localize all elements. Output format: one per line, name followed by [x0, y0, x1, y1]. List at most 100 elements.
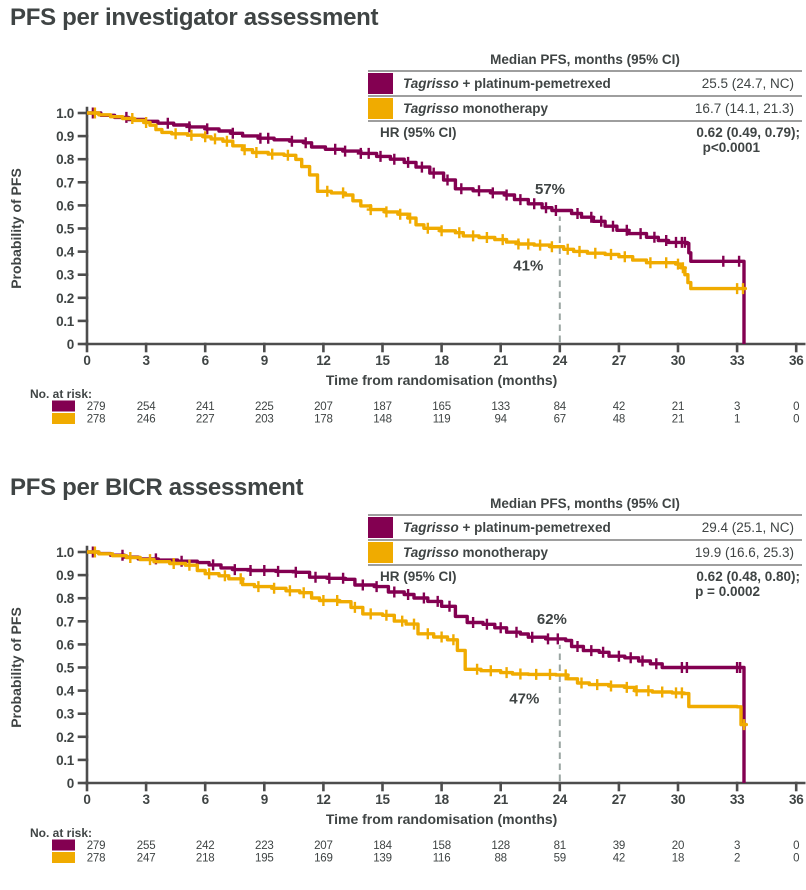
risk-count: 116	[433, 853, 451, 865]
svg-text:30: 30	[671, 353, 685, 368]
svg-text:36: 36	[789, 353, 804, 368]
risk-count: 279	[87, 401, 106, 413]
risk-count: 278	[87, 853, 106, 865]
risk-count: 247	[137, 853, 156, 865]
risk-count: 278	[87, 414, 106, 426]
risk-count: 184	[373, 840, 392, 852]
svg-text:27: 27	[612, 792, 626, 807]
page-title: PFS per investigator assessment	[10, 4, 379, 31]
svg-text:33: 33	[730, 792, 745, 807]
hr-label: HR (95% CI)	[380, 569, 457, 584]
svg-text:0: 0	[83, 353, 90, 368]
svg-text:0: 0	[67, 337, 74, 352]
risk-count: 88	[494, 853, 506, 865]
x-axis-title: Time from randomisation (months)	[326, 811, 558, 827]
risk-count: 195	[255, 853, 274, 865]
svg-text:9: 9	[261, 792, 268, 807]
y-tick-labels: 0 0.1 0.2 0.3 0.4 0.5 0.6 0.7 0.8 0.9 1.0	[56, 545, 75, 791]
risk-count: 241	[196, 401, 215, 413]
risk-count: 227	[196, 414, 215, 426]
svg-text:0.6: 0.6	[56, 198, 75, 213]
legend-row-mono: Tagrisso monotherapy 16.7 (14.1, 21.3)	[368, 97, 802, 122]
svg-text:15: 15	[375, 792, 390, 807]
page-title: PFS per BICR assessment	[10, 474, 304, 501]
hazard-ratio-row: HR (95% CI) 0.62 (0.49, 0.79);	[368, 122, 802, 140]
svg-text:0.3: 0.3	[56, 707, 75, 722]
landmark-pct-label: 47%	[509, 691, 539, 708]
svg-text:33: 33	[730, 353, 745, 368]
hr-label: HR (95% CI)	[380, 125, 457, 140]
median-pfs-table-header: Median PFS, months (95% CI)	[368, 496, 802, 516]
combo-color-swatch	[368, 73, 393, 94]
risk-count: 242	[196, 840, 215, 852]
svg-text:21: 21	[493, 792, 508, 807]
median-pfs-table: Median PFS, months (95% CI) Tagrisso + p…	[368, 496, 802, 599]
risk-count: 254	[137, 401, 156, 413]
risk-count: 67	[554, 414, 566, 426]
svg-text:0.2: 0.2	[56, 730, 74, 745]
risk-count: 48	[613, 414, 625, 426]
x-tick-labels: 0 3 6 9 12 15 18 21 24 27 30 33 36	[83, 353, 804, 368]
svg-text:6: 6	[202, 792, 210, 807]
svg-text:0.5: 0.5	[56, 222, 75, 237]
svg-text:1.0: 1.0	[56, 106, 74, 121]
risk-count: 187	[373, 401, 392, 413]
hr-value: 0.62 (0.48, 0.80);	[696, 569, 800, 584]
risk-row-swatch	[52, 852, 75, 863]
svg-text:0.6: 0.6	[56, 637, 75, 652]
risk-count: 279	[87, 840, 106, 852]
legend-label: Tagrisso monotherapy	[403, 101, 549, 116]
median-pfs-table-header: Median PFS, months (95% CI)	[368, 52, 802, 72]
svg-text:0.4: 0.4	[56, 684, 75, 699]
risk-count: 39	[613, 840, 625, 852]
risk-count: 246	[137, 414, 156, 426]
axes	[77, 545, 806, 792]
landmark-pct-label: 62%	[537, 611, 567, 628]
landmark-pct-label: 57%	[535, 181, 565, 198]
risk-row: 278 246 227 203 178 148 119 94 67 48 21 1 0	[52, 413, 800, 426]
risk-count: 1	[734, 414, 740, 426]
svg-text:0.7: 0.7	[56, 614, 74, 629]
risk-row: 279 255 242 223 207 184 158 128 81 39 20 3 0	[52, 839, 800, 852]
y-axis-title: Probability of PFS	[8, 168, 24, 289]
median-pfs-value: 25.5 (24.7, NC)	[701, 76, 794, 91]
svg-text:9: 9	[261, 353, 268, 368]
svg-text:24: 24	[553, 792, 568, 807]
svg-text:15: 15	[375, 353, 390, 368]
hr-value: 0.62 (0.49, 0.79);	[696, 125, 800, 140]
bicr-pfs-section: 0 3 6 9 12 15 18 21 24 27 30 33 36 0 0.1 0.2 0.3 0.4 0.5 0.…	[0, 470, 806, 890]
axes	[77, 106, 806, 353]
mono-color-swatch	[368, 542, 393, 563]
risk-count: 0	[793, 414, 799, 426]
svg-text:30: 30	[671, 792, 685, 807]
legend-label: Tagrisso + platinum-pemetrexed	[403, 76, 611, 91]
risk-count: 20	[672, 840, 684, 852]
y-tick-labels: 0 0.1 0.2 0.3 0.4 0.5 0.6 0.7 0.8 0.9 1.0	[56, 106, 75, 352]
risk-count: 133	[491, 401, 510, 413]
p-value: p = 0.0002	[695, 584, 760, 599]
tagrisso-mono-censor-marks	[90, 107, 747, 295]
svg-text:0.8: 0.8	[56, 152, 75, 167]
risk-count: 94	[494, 414, 507, 426]
svg-text:1.0: 1.0	[56, 545, 74, 560]
risk-count: 165	[432, 401, 451, 413]
risk-row-swatch	[52, 839, 75, 851]
risk-count: 148	[373, 414, 392, 426]
svg-text:0.4: 0.4	[56, 245, 75, 260]
risk-count: 21	[672, 414, 684, 426]
risk-count: 119	[433, 414, 451, 426]
y-axis-title: Probability of PFS	[8, 607, 24, 728]
median-pfs-value: 16.7 (14.1, 21.3)	[694, 101, 794, 116]
risk-count: 203	[255, 414, 274, 426]
legend-row-mono: Tagrisso monotherapy 19.9 (16.6, 25.3)	[368, 541, 802, 566]
legend-label: Tagrisso monotherapy	[403, 545, 549, 560]
median-pfs-value: 29.4 (25.1, NC)	[701, 520, 794, 535]
svg-text:0: 0	[83, 792, 90, 807]
svg-text:0.1: 0.1	[56, 753, 75, 768]
p-value: p<0.0001	[702, 140, 760, 155]
risk-count: 0	[793, 853, 799, 865]
svg-text:36: 36	[789, 792, 804, 807]
risk-count: 42	[613, 401, 625, 413]
risk-count: 169	[314, 853, 333, 865]
